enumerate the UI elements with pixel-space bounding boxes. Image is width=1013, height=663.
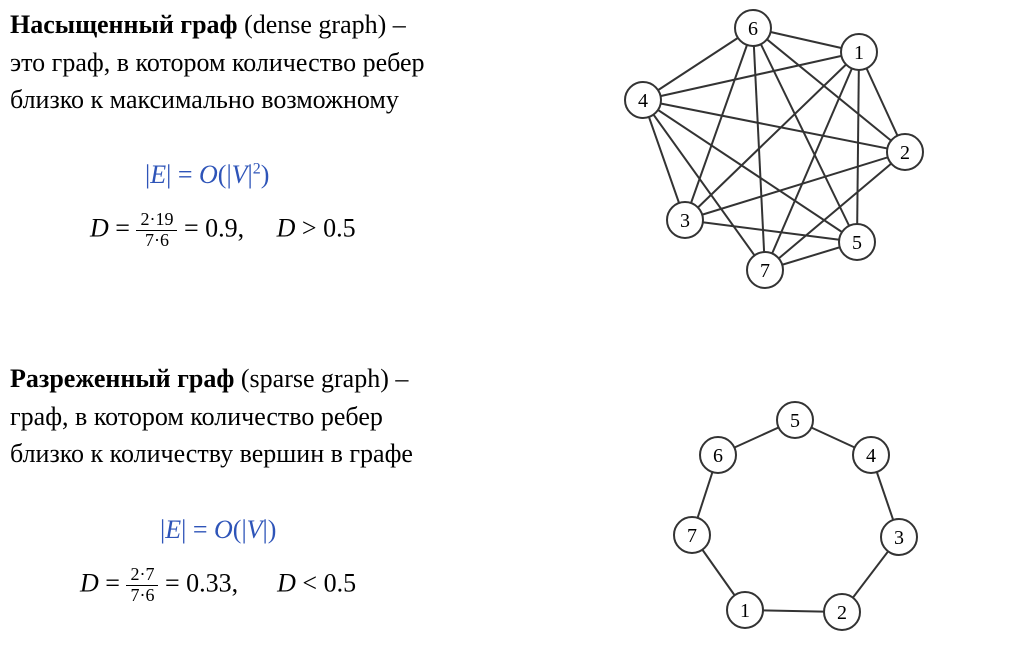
graph-edge — [857, 52, 859, 242]
sparse-frac-num: 2·7 — [126, 565, 158, 586]
dense-title: Насыщенный граф — [10, 10, 238, 39]
graph-edge — [643, 100, 685, 220]
graph-edge — [753, 28, 857, 242]
sparse-formula-bigO: |E| = O(|V|) — [160, 515, 276, 545]
graph-node-label: 4 — [638, 90, 648, 112]
graph-edge — [685, 28, 753, 220]
dense-desc-line2: близко к максимально возможному — [10, 85, 399, 114]
graph-node-label: 1 — [854, 42, 864, 64]
graph-node-label: 1 — [740, 600, 750, 622]
dense-D-value: 0.9 — [205, 213, 238, 242]
sparse-graph: 5 4 3 2 1 7 6 — [610, 390, 950, 650]
graph-node-label: 6 — [748, 18, 758, 40]
graph-edge — [643, 52, 859, 100]
dense-graph: 1 2 3 4 5 6 7 — [595, 0, 955, 300]
graph-node-label: 6 — [713, 445, 723, 467]
dense-D-lhs: D — [90, 213, 109, 242]
graph-node-label: 7 — [760, 260, 770, 282]
dense-fraction: 2·19 7·6 — [136, 210, 177, 251]
sparse-title: Разреженный граф — [10, 364, 234, 393]
graph-edge — [685, 220, 857, 242]
sparse-frac-den: 7·6 — [126, 586, 158, 606]
dense-formula-bigO: |E| = O(|V|2) — [145, 160, 269, 190]
sparse-description: Разреженный граф (sparse graph) – граф, … — [10, 360, 550, 473]
graph-node-label: 2 — [837, 602, 847, 624]
dense-formula-D: D = 2·19 7·6 = 0.9, D > 0.5 — [90, 210, 356, 251]
sparse-D-value: 0.33 — [186, 568, 232, 597]
dense-desc-line1: это граф, в котором количество ребер — [10, 48, 425, 77]
sparse-fraction: 2·7 7·6 — [126, 565, 158, 606]
sparse-desc-line1: граф, в котором количество ребер — [10, 402, 383, 431]
graph-node-label: 2 — [900, 142, 910, 164]
graph-node-label: 4 — [866, 445, 876, 467]
graph-node-label: 3 — [680, 210, 690, 232]
graph-edge — [765, 152, 905, 270]
sparse-formula-D: D = 2·7 7·6 = 0.33, D < 0.5 — [80, 565, 356, 606]
dense-frac-num: 2·19 — [136, 210, 177, 231]
graph-edge — [643, 28, 753, 100]
graph-node-label: 7 — [687, 525, 697, 547]
dense-title-en: (dense graph) – — [244, 10, 406, 39]
dense-description: Насыщенный граф (dense graph) – это граф… — [10, 6, 550, 119]
graph-node-label: 5 — [790, 410, 800, 432]
graph-edge — [643, 100, 765, 270]
graph-node-label: 5 — [852, 232, 862, 254]
graph-node-label: 3 — [894, 527, 904, 549]
dense-frac-den: 7·6 — [136, 231, 177, 251]
sparse-desc-line2: близко к количеству вершин в графе — [10, 439, 413, 468]
sparse-D-lhs: D — [80, 568, 99, 597]
sparse-title-en: (sparse graph) – — [241, 364, 409, 393]
graph-edge — [753, 28, 765, 270]
graph-edge — [685, 152, 905, 220]
